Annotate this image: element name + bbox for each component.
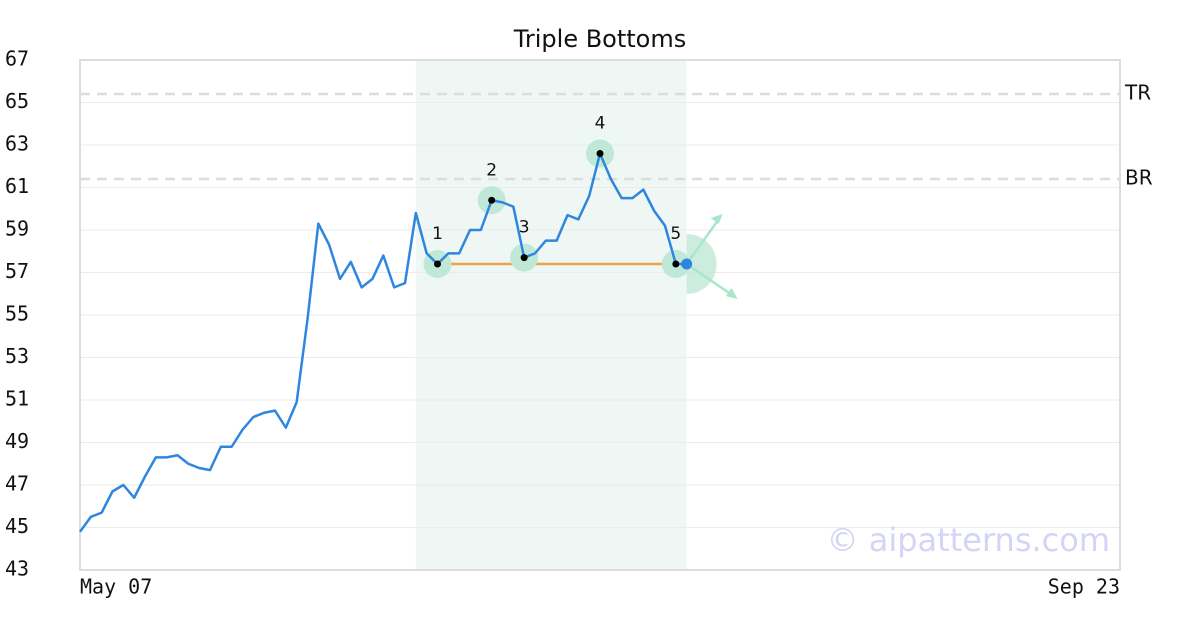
y-tick-label: 55 <box>5 302 29 326</box>
plot-frame <box>79 59 1121 571</box>
arrow-head <box>725 288 738 299</box>
y-tick-label: 51 <box>5 387 29 411</box>
y-tick-label: 43 <box>5 557 29 581</box>
pattern-point-label: 1 <box>432 224 443 244</box>
y-tick-label: 65 <box>5 89 29 113</box>
y-tick-label: 61 <box>5 174 29 198</box>
pattern-point-label: 5 <box>670 224 681 244</box>
breakout-arrow <box>685 262 735 298</box>
y-tick-label: 53 <box>5 344 29 368</box>
x-tick-label: May 07 <box>80 575 152 599</box>
price-line <box>78 152 687 533</box>
pattern-point <box>596 150 604 157</box>
breakout-arrow <box>685 217 721 265</box>
level-label: BR <box>1125 166 1153 190</box>
y-tick-label: 63 <box>5 132 29 156</box>
arrow-head <box>710 214 723 224</box>
y-tick-label: 67 <box>5 47 29 71</box>
pattern-point <box>488 196 496 204</box>
x-tick-label: Sep 23 <box>1048 575 1120 599</box>
pattern-point-label: 2 <box>486 160 497 180</box>
chart-title: Triple Bottoms <box>513 25 687 53</box>
pattern-point <box>520 254 528 262</box>
y-tick-label: 49 <box>5 429 29 453</box>
watermark: © aipatterns.com <box>827 521 1110 559</box>
y-tick-label: 57 <box>5 259 29 283</box>
pattern-point-label: 4 <box>595 114 606 134</box>
pattern-point-label: 3 <box>519 218 530 238</box>
y-tick-label: 47 <box>5 472 29 496</box>
pattern-point <box>672 260 680 268</box>
y-tick-label: 45 <box>5 514 29 538</box>
last-point <box>681 258 693 270</box>
level-label: TR <box>1124 81 1151 105</box>
pattern-point <box>434 260 441 268</box>
y-tick-label: 59 <box>5 217 29 241</box>
